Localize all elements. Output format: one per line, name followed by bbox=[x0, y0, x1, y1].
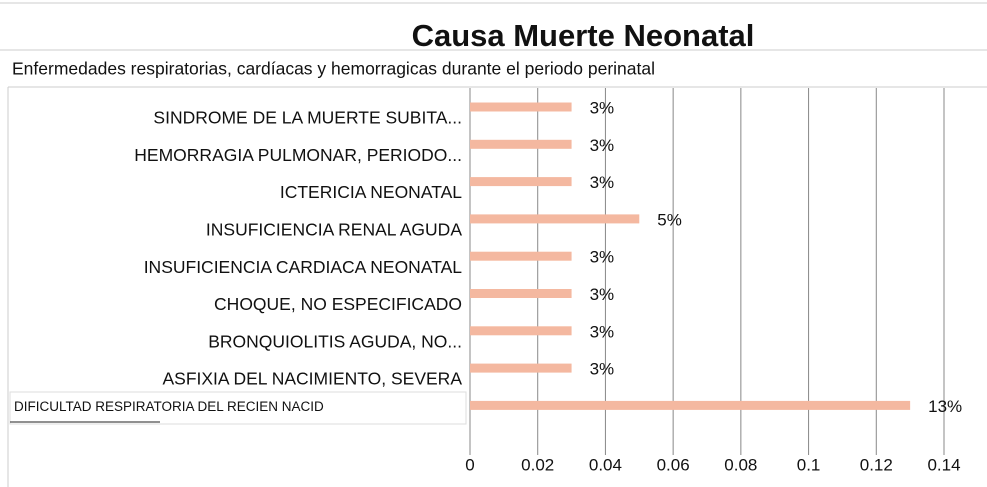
y-tick-label: CHOQUE, NO ESPECIFICADO bbox=[214, 294, 462, 314]
x-tick-label: 0.12 bbox=[860, 455, 893, 474]
value-label: 3% bbox=[590, 360, 615, 379]
bar bbox=[470, 363, 572, 373]
value-label: 5% bbox=[657, 210, 682, 229]
bar bbox=[470, 177, 572, 187]
y-tick-label: INSUFICIENCIA CARDIACA NEONATAL bbox=[144, 257, 463, 277]
value-label: 13% bbox=[928, 397, 962, 416]
y-tick-label: DIFICULTAD RESPIRATORIA DEL RECIEN NACID bbox=[14, 399, 324, 414]
x-tick-label: 0.1 bbox=[797, 455, 821, 474]
x-tick-label: 0.02 bbox=[521, 455, 554, 474]
value-label: 3% bbox=[590, 322, 615, 341]
value-label: 3% bbox=[590, 98, 615, 117]
x-tick-label: 0.06 bbox=[657, 455, 690, 474]
value-label: 3% bbox=[590, 173, 615, 192]
y-tick-label: INSUFICIENCIA RENAL AGUDA bbox=[206, 220, 462, 240]
y-tick-label: ICTERICIA NEONATAL bbox=[280, 182, 462, 202]
chart-title: Causa Muerte Neonatal bbox=[412, 18, 755, 53]
y-tick-label: ASFIXIA DEL NACIMIENTO, SEVERA bbox=[162, 369, 462, 389]
y-tick-label: SINDROME DE LA MUERTE SUBITA... bbox=[153, 108, 462, 128]
bar bbox=[470, 251, 572, 261]
bar bbox=[470, 326, 572, 336]
bar bbox=[470, 400, 911, 410]
bar bbox=[470, 289, 572, 298]
x-tick-label: 0 bbox=[465, 455, 474, 474]
y-tick-label: BRONQUIOLITIS AGUDA, NO... bbox=[208, 331, 462, 351]
y-tick-label: HEMORRAGIA PULMONAR, PERIODO... bbox=[134, 145, 462, 165]
value-label: 3% bbox=[590, 248, 615, 267]
x-tick-label: 0.08 bbox=[724, 455, 757, 474]
bar bbox=[470, 214, 640, 224]
x-tick-label: 0.04 bbox=[589, 455, 622, 474]
x-tick-label: 0.14 bbox=[927, 455, 960, 474]
label-box bbox=[9, 391, 467, 425]
bar bbox=[470, 139, 572, 149]
value-label: 3% bbox=[590, 136, 615, 155]
value-label: 3% bbox=[590, 285, 615, 304]
bar bbox=[470, 102, 572, 112]
chart-subtitle: Enfermedades respiratorias, cardíacas y … bbox=[12, 59, 655, 79]
